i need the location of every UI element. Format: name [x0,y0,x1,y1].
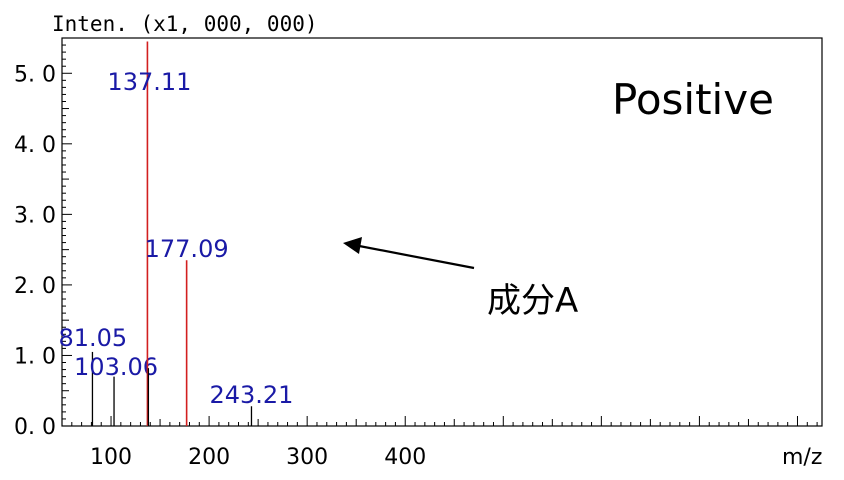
peak-label: 243.21 [209,381,293,409]
y-axis-ticks: 0. 0 1. 0 2. 0 3. 0 4. 0 5. 0 [14,37,72,440]
annotation-arrowhead [343,237,362,254]
x-axis-ticks: 100 200 300 400 [71,416,818,470]
y-tick-label: 3. 0 [14,203,56,228]
x-tick-label: 200 [188,445,230,470]
x-tick-label: 300 [286,445,328,470]
annotation-label: 成分A [487,281,578,321]
annotation-arrow [353,243,475,270]
plot-frame [61,37,823,427]
x-tick-label: 400 [384,445,426,470]
annotation-layer: 成分A [343,237,578,321]
y-tick-label: 5. 0 [14,62,56,87]
ionization-mode-label: Positive [612,75,774,124]
peak-label: 103.06 [74,353,158,381]
y-axis-label: Inten. (x1, 000, 000) [52,12,318,36]
y-tick-label: 1. 0 [14,344,56,369]
y-tick-label: 2. 0 [14,274,56,299]
y-tick-label: 0. 0 [14,415,56,440]
x-axis-label: m/z [782,445,822,470]
peak-label: 137.11 [107,68,191,96]
y-tick-label: 4. 0 [14,133,56,158]
peak-label: 177.09 [145,235,229,263]
peak-label: 81.05 [58,324,127,352]
x-tick-label: 100 [90,445,132,470]
